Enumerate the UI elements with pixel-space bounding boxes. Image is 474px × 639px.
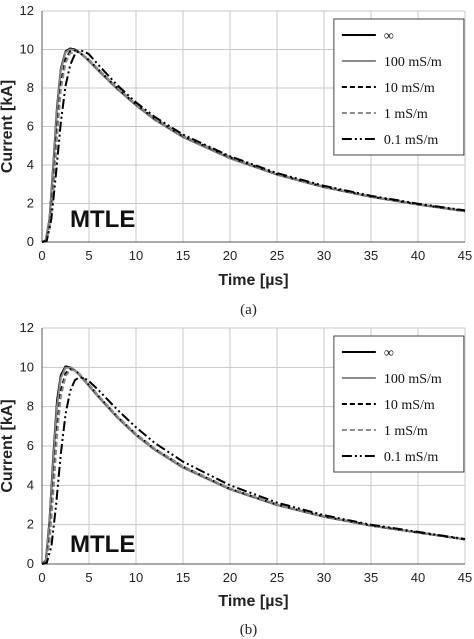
x-tick-label: 5 (85, 570, 92, 585)
legend-label: 1 mS/m (384, 424, 428, 439)
legend-label: ∞ (384, 346, 394, 361)
y-tick-label: 12 (20, 320, 34, 335)
series-line-3 (41, 49, 466, 243)
x-tick-label: 45 (458, 248, 472, 263)
x-tick-label: 20 (223, 248, 237, 263)
legend-label: 0.1 mS/m (384, 133, 439, 148)
series-line-5 (41, 376, 466, 565)
y-tick-label: 2 (27, 196, 34, 211)
x-tick-label: 40 (411, 248, 425, 263)
y-tick-label: 6 (27, 438, 34, 453)
y-tick-label: 12 (20, 3, 34, 18)
legend-label: 10 mS/m (384, 81, 435, 96)
x-tick-label: 35 (364, 248, 378, 263)
x-tick-label: 5 (85, 248, 92, 263)
x-tick-label: 15 (176, 570, 190, 585)
y-tick-label: 10 (20, 359, 34, 374)
x-tick-label: 45 (458, 570, 472, 585)
x-tick-label: 20 (223, 570, 237, 585)
legend-box (333, 18, 465, 156)
series-line-5 (41, 49, 466, 243)
x-tick-label: 25 (270, 248, 284, 263)
y-tick-label: 8 (27, 80, 34, 95)
x-tick-label: 0 (38, 248, 45, 263)
series-line-4 (41, 50, 466, 243)
model-annotation: MTLE (70, 206, 135, 233)
x-tick-label: 30 (317, 570, 331, 585)
legend: ∞ 100 mS/m 10 mS/m 1 mS/m 0.1 mS/m (333, 18, 465, 156)
legend: ∞ 100 mS/m 10 mS/m 1 mS/m 0.1 mS/m (333, 335, 465, 473)
x-tick-label: 10 (129, 248, 143, 263)
legend-box (333, 335, 465, 473)
legend-label: 100 mS/m (384, 55, 442, 70)
y-tick-label: 10 (20, 42, 34, 57)
x-axis-title: Time [µs] (218, 272, 288, 289)
x-tick-label: 30 (317, 248, 331, 263)
y-tick-label: 6 (27, 119, 34, 134)
model-annotation: MTLE (70, 531, 135, 558)
y-axis-title: Current [kA] (0, 399, 16, 492)
y-tick-label: 4 (27, 157, 34, 172)
y-tick-label: 0 (27, 556, 34, 571)
chart-panel-2: 0 2 4 6 8 10 12 0 5 10 15 20 25 30 35 40 45 Time [µs] Curr… (0, 320, 472, 638)
series-line-4 (41, 369, 466, 565)
legend-label: 1 mS/m (384, 107, 428, 122)
y-tick-label: 4 (27, 477, 34, 492)
x-tick-label: 25 (270, 570, 284, 585)
x-tick-label: 0 (38, 570, 45, 585)
chart-panel-1: 0 2 4 6 8 10 12 0 5 10 15 20 25 30 35 40 45 Time [µs] Curr… (0, 3, 472, 318)
x-tick-label: 15 (176, 248, 190, 263)
y-axis-title: Current [kA] (0, 80, 16, 173)
panel-caption: (a) (240, 302, 257, 318)
legend-label: 100 mS/m (384, 372, 442, 387)
legend-label: 10 mS/m (384, 398, 435, 413)
legend-label: ∞ (384, 29, 394, 44)
x-tick-label: 35 (364, 570, 378, 585)
panel-caption: (b) (240, 622, 258, 638)
gridlines (41, 10, 466, 243)
y-tick-label: 2 (27, 517, 34, 532)
y-tick-label: 0 (27, 234, 34, 249)
legend-label: 0.1 mS/m (384, 450, 439, 465)
x-axis-title: Time [µs] (218, 593, 288, 610)
y-tick-label: 8 (27, 399, 34, 414)
x-tick-label: 40 (411, 570, 425, 585)
x-tick-label: 10 (129, 570, 143, 585)
